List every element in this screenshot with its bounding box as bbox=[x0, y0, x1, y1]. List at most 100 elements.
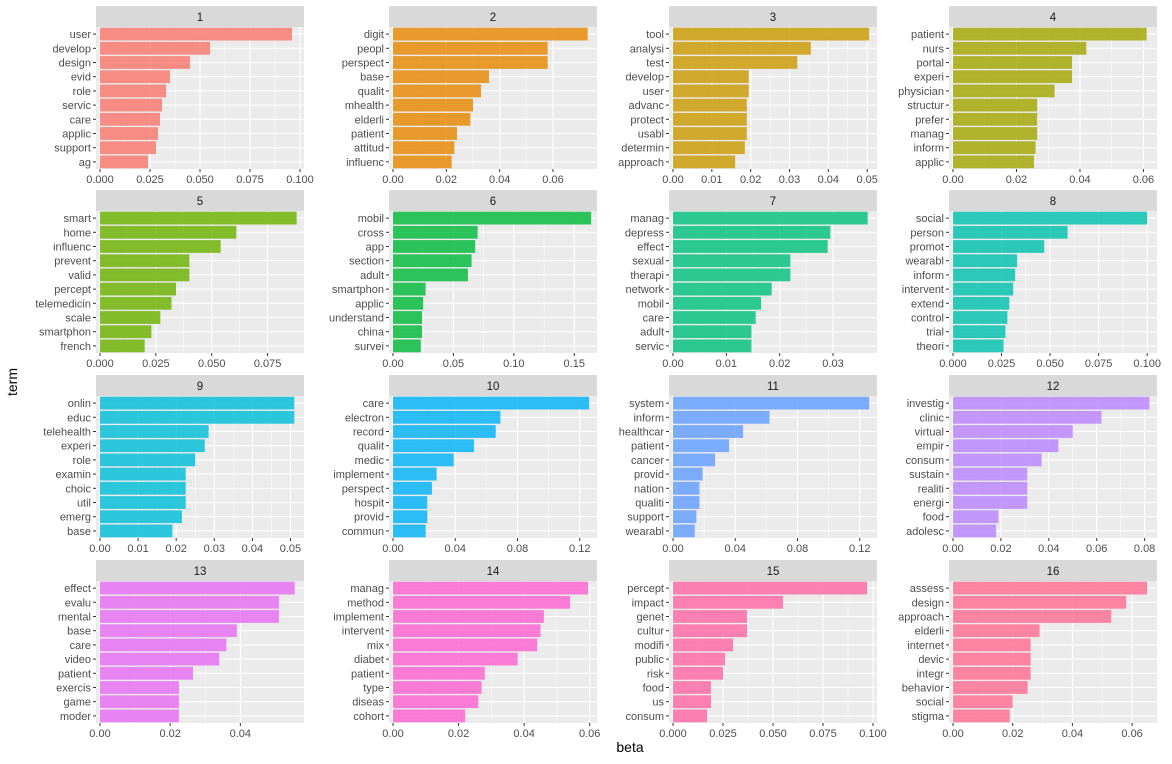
panel-13: 13 effect evalu mental base care video patient e… bbox=[56, 560, 304, 740]
y-tick-label: adult bbox=[640, 327, 664, 339]
bar-mhealth bbox=[393, 98, 473, 112]
panel-strip-label: 16 bbox=[1047, 566, 1060, 578]
bar-cohort bbox=[393, 709, 466, 723]
bar-commun bbox=[393, 524, 426, 538]
bar-behavior bbox=[953, 681, 1028, 694]
y-tick-label: sustain bbox=[909, 469, 944, 481]
bar-perspect bbox=[393, 481, 432, 495]
bar-virtual bbox=[953, 425, 1073, 438]
bar-adolesc bbox=[953, 524, 997, 538]
y-tick-label: elderli bbox=[915, 626, 944, 638]
bar-genet bbox=[673, 610, 747, 623]
y-tick-label: investig bbox=[907, 398, 944, 410]
x-tick-label: 0.04 bbox=[242, 543, 263, 555]
y-tick-label: intervent bbox=[342, 626, 384, 638]
bar-modifi bbox=[673, 638, 733, 652]
panel-2: 2 digit peopl perspect base qualit mhealth elde… bbox=[342, 6, 597, 186]
x-tick-label: 0.04 bbox=[513, 728, 534, 740]
bar-hospit bbox=[393, 496, 428, 509]
x-tick-label: 0.01 bbox=[716, 358, 737, 370]
panel-12: 12 investig clinic virtual empir consum sustai… bbox=[905, 375, 1157, 555]
bar-mobil bbox=[673, 296, 761, 310]
bar-us bbox=[673, 695, 711, 709]
bar-app bbox=[393, 240, 476, 253]
bar-design bbox=[953, 595, 1127, 609]
y-tick-label: inform bbox=[913, 270, 944, 282]
x-tick-label: 0.00 bbox=[89, 728, 110, 740]
bar-adult bbox=[393, 268, 468, 282]
bar-inform bbox=[953, 141, 1036, 155]
panel-4: 4 patient nurs portal experi physician structu… bbox=[898, 6, 1157, 186]
bar-influenc bbox=[393, 155, 452, 169]
x-tick-label: 0.04 bbox=[1062, 728, 1083, 740]
y-tick-label: percept bbox=[54, 284, 91, 296]
y-tick-label: nurs bbox=[923, 43, 945, 55]
bar-social bbox=[953, 211, 1148, 225]
y-tick-label: wearabl bbox=[904, 256, 944, 268]
bar-care bbox=[100, 638, 227, 652]
y-tick-label: applic bbox=[355, 298, 384, 310]
x-tick-label: 0.04 bbox=[1038, 543, 1059, 555]
y-tick-label: structur bbox=[907, 100, 944, 112]
x-tick-label: 0.000 bbox=[939, 358, 967, 370]
y-tick-label: approach bbox=[898, 612, 944, 624]
panel-1: 1 user develop design evid role servic care appl… bbox=[52, 6, 314, 186]
x-tick-label: 0.04 bbox=[725, 543, 746, 555]
bar-manag bbox=[393, 581, 589, 595]
y-tick-label: assess bbox=[910, 583, 945, 595]
panel-strip-label: 14 bbox=[487, 566, 500, 578]
bar-attitud bbox=[393, 141, 455, 155]
y-tick-label: diseas bbox=[352, 697, 384, 709]
panel-strip bbox=[389, 560, 597, 581]
bar-realiti bbox=[953, 481, 1028, 495]
x-tick-label: 0.01 bbox=[127, 543, 148, 555]
y-tick-label: develop bbox=[52, 43, 91, 55]
bar-food bbox=[673, 681, 711, 694]
y-tick-label: social bbox=[916, 213, 944, 225]
y-tick-label: exercis bbox=[56, 683, 91, 695]
y-tick-label: diabet bbox=[354, 654, 384, 666]
bar-user bbox=[673, 84, 749, 98]
bar-diseas bbox=[393, 695, 479, 709]
panel-strip-label: 3 bbox=[770, 12, 776, 24]
bar-depress bbox=[673, 225, 831, 239]
panel-6: 6 mobil cross app section adult smartphon appli… bbox=[329, 190, 597, 370]
x-tick-label: 0.06 bbox=[1086, 543, 1107, 555]
bar-elderli bbox=[953, 624, 1040, 638]
bar-evalu bbox=[100, 595, 279, 609]
y-tick-label: perspect bbox=[342, 58, 384, 70]
bar-percept bbox=[673, 581, 867, 595]
bar-social bbox=[953, 695, 1013, 709]
x-tick-label: 0.00 bbox=[662, 543, 683, 555]
y-tick-label: perspect bbox=[342, 483, 384, 495]
bar-electron bbox=[393, 410, 501, 424]
x-tick-label: 0.075 bbox=[254, 358, 282, 370]
x-tick-label: 0.04 bbox=[230, 728, 251, 740]
panel-14: 14 manag method implement intervent mix diabet… bbox=[333, 560, 600, 740]
y-tick-label: cancer bbox=[631, 455, 664, 467]
bar-diabet bbox=[393, 652, 518, 666]
x-tick-label: 0.00 bbox=[382, 728, 403, 740]
x-tick-label: 0.15 bbox=[564, 358, 585, 370]
x-tick-label: 0.06 bbox=[579, 728, 600, 740]
bar-medic bbox=[393, 453, 454, 467]
x-tick-label: 0.01 bbox=[701, 174, 722, 186]
y-tick-label: applic bbox=[915, 157, 944, 169]
panel-strip-label: 8 bbox=[1050, 196, 1056, 208]
x-tick-label: 0.12 bbox=[569, 543, 590, 555]
y-tick-label: base bbox=[67, 526, 91, 538]
y-tick-label: provid bbox=[634, 469, 664, 481]
y-tick-label: util bbox=[77, 498, 91, 510]
x-tick-label: 0.03 bbox=[779, 174, 800, 186]
x-tick-label: 0.02 bbox=[1006, 174, 1027, 186]
bar-advanc bbox=[673, 98, 747, 112]
bar-qualit bbox=[393, 439, 474, 453]
x-tick-label: 0.050 bbox=[1036, 358, 1064, 370]
x-tick-label: 0.05 bbox=[443, 358, 464, 370]
x-tick-label: 0.000 bbox=[659, 728, 687, 740]
bar-manag bbox=[673, 211, 868, 225]
y-tick-label: attitud bbox=[354, 143, 384, 155]
y-tick-label: tool bbox=[646, 29, 664, 41]
y-tick-label: empir bbox=[916, 441, 944, 453]
y-tick-label: develop bbox=[625, 72, 664, 84]
